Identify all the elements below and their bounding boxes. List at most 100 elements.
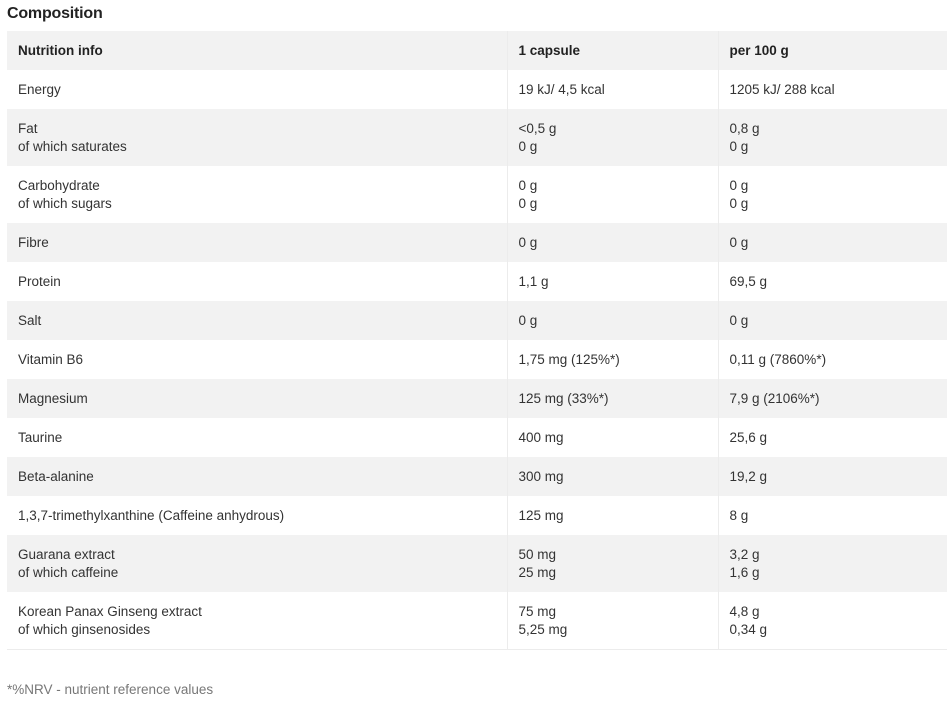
per-100g-cell: 1205 kJ/ 288 kcal — [718, 70, 947, 109]
cell-line: 0,8 g — [729, 120, 760, 136]
cell-line: 25,6 g — [729, 429, 768, 445]
nutrient-cell: Energy — [7, 70, 508, 109]
cell-line: of which sugars — [18, 195, 112, 211]
cell-line: 300 mg — [518, 468, 564, 484]
table-row: Vitamin B6 1,75 mg (125%*) 0,11 g (7860%*) — [7, 340, 947, 379]
per-100g-cell: 4,8 g 0,34 g — [718, 592, 947, 650]
cell-line: 0,11 g (7860%*) — [729, 351, 827, 367]
nutrient-cell: Fat of which saturates — [7, 109, 508, 166]
nutrient-cell: Guarana extract of which caffeine — [7, 535, 508, 592]
per-capsule-cell: 125 mg (33%*) — [507, 379, 719, 418]
table-row: Magnesium 125 mg (33%*) 7,9 g (2106%*) — [7, 379, 947, 418]
cell-line: 400 mg — [518, 429, 564, 445]
nutrient-cell: Salt — [7, 301, 508, 340]
nutrient-cell: Carbohydrate of which sugars — [7, 166, 508, 223]
per-100g-cell: 8 g — [718, 496, 947, 535]
cell-line: 0 g — [729, 195, 749, 211]
cell-line: 0 g — [518, 138, 538, 154]
cell-line: Fibre — [18, 234, 49, 250]
cell-line: 0 g — [518, 234, 538, 250]
cell-line: 5,25 mg — [518, 621, 568, 637]
cell-line: Beta-alanine — [18, 468, 94, 484]
per-100g-cell: 19,2 g — [718, 457, 947, 496]
per-capsule-cell: 1,1 g — [507, 262, 719, 301]
nutrient-cell: Beta-alanine — [7, 457, 508, 496]
table-row: 1,3,7-trimethylxanthine (Caffeine anhydr… — [7, 496, 947, 535]
per-100g-cell: 0,8 g 0 g — [718, 109, 947, 166]
cell-line: 19,2 g — [729, 468, 768, 484]
cell-line: 0 g — [729, 138, 749, 154]
cell-line: of which ginsenosides — [18, 621, 151, 637]
cell-line: 8 g — [729, 507, 749, 523]
cell-line: <0,5 g — [518, 120, 557, 136]
table-row: Beta-alanine 300 mg 19,2 g — [7, 457, 947, 496]
nutrient-cell: Korean Panax Ginseng extract of which gin… — [7, 592, 508, 650]
per-capsule-cell: <0,5 g 0 g — [507, 109, 719, 166]
cell-line: Vitamin B6 — [18, 351, 84, 367]
table-row: Korean Panax Ginseng extract of which gin… — [7, 592, 947, 650]
nutrient-cell: Taurine — [7, 418, 508, 457]
cell-line: Fat — [18, 120, 38, 136]
nutrient-cell: 1,3,7-trimethylxanthine (Caffeine anhydr… — [7, 496, 508, 535]
cell-line: 4,8 g — [729, 603, 760, 619]
per-100g-cell: 7,9 g (2106%*) — [718, 379, 947, 418]
cell-line: 1205 kJ/ 288 kcal — [729, 81, 835, 97]
per-100g-cell: 0 g — [718, 223, 947, 262]
per-capsule-cell: 0 g — [507, 301, 719, 340]
cell-line: 75 mg — [518, 603, 557, 619]
per-100g-cell: 3,2 g 1,6 g — [718, 535, 947, 592]
cell-line: 25 mg — [518, 564, 557, 580]
table-row: Salt 0 g 0 g — [7, 301, 947, 340]
nrv-footnote: *%NRV - nutrient reference values — [7, 682, 214, 697]
cell-line: 1,3,7-trimethylxanthine (Caffeine anhydr… — [18, 507, 285, 523]
cell-line: of which saturates — [18, 138, 127, 154]
nutrition-table: Nutrition info 1 capsule per 100 g Energ… — [7, 31, 947, 650]
table-row: Fibre 0 g 0 g — [7, 223, 947, 262]
cell-line: 1,75 mg (125%*) — [518, 351, 620, 367]
cell-line: 50 mg — [518, 546, 557, 562]
cell-line: Korean Panax Ginseng extract — [18, 603, 202, 619]
cell-line: Carbohydrate — [18, 177, 100, 193]
per-capsule-cell: 0 g — [507, 223, 719, 262]
cell-line: Magnesium — [18, 390, 88, 406]
per-capsule-cell: 50 mg 25 mg — [507, 535, 719, 592]
cell-line: Protein — [18, 273, 61, 289]
cell-line: 3,2 g — [729, 546, 760, 562]
per-capsule-cell: 300 mg — [507, 457, 719, 496]
table-header-row: Nutrition info 1 capsule per 100 g — [7, 31, 947, 70]
table-row: Fat of which saturates <0,5 g 0 g 0,8 g 0 g — [7, 109, 947, 166]
per-100g-cell: 0,11 g (7860%*) — [718, 340, 947, 379]
cell-line: 0 g — [518, 312, 538, 328]
cell-line: Salt — [18, 312, 42, 328]
cell-line: 69,5 g — [729, 273, 768, 289]
per-capsule-cell: 400 mg — [507, 418, 719, 457]
cell-line: Guarana extract — [18, 546, 115, 562]
table-row: Guarana extract of which caffeine 50 mg 25 … — [7, 535, 947, 592]
nutrient-cell: Fibre — [7, 223, 508, 262]
per-100g-cell: 0 g — [718, 301, 947, 340]
table-row: Taurine 400 mg 25,6 g — [7, 418, 947, 457]
cell-line: 0 g — [729, 177, 749, 193]
cell-line: 0 g — [729, 312, 749, 328]
cell-line: 19 kJ/ 4,5 kcal — [518, 81, 605, 97]
cell-line: of which caffeine — [18, 564, 119, 580]
cell-line: 7,9 g (2106%*) — [729, 390, 820, 406]
header-per-100g: per 100 g — [729, 42, 789, 58]
nutrient-cell: Vitamin B6 — [7, 340, 508, 379]
cell-line: 1,1 g — [518, 273, 549, 289]
header-nutrition-info: Nutrition info — [7, 31, 508, 70]
table-row: Protein 1,1 g 69,5 g — [7, 262, 947, 301]
cell-line: 0 g — [518, 195, 538, 211]
per-capsule-cell: 125 mg — [507, 496, 719, 535]
per-100g-cell: 69,5 g — [718, 262, 947, 301]
cell-line: 0 g — [518, 177, 538, 193]
cell-line: 125 mg — [518, 507, 564, 523]
section-title: Composition — [7, 5, 103, 22]
nutrient-cell: Magnesium — [7, 379, 508, 418]
cell-line: 0,34 g — [729, 621, 768, 637]
table-row: Energy 19 kJ/ 4,5 kcal 1205 kJ/ 288 kcal — [7, 70, 947, 109]
cell-line: 1,6 g — [729, 564, 760, 580]
nutrient-cell: Protein — [7, 262, 508, 301]
